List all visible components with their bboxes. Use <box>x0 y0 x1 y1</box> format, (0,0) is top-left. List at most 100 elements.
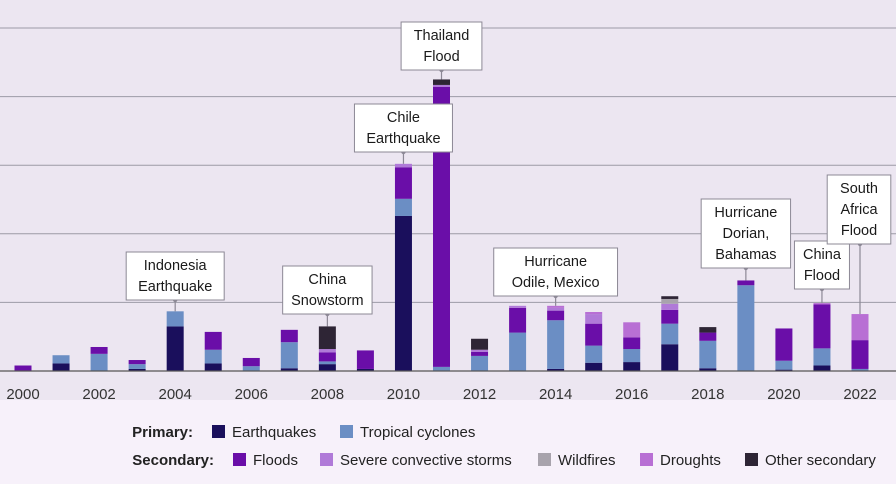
annotation-text: Flood <box>423 49 459 65</box>
annotation-text: Hurricane <box>714 205 777 221</box>
annotation-text: Thailand <box>414 28 470 44</box>
bar-segment-floods-2009 <box>356 350 374 369</box>
annotation-text: South <box>840 181 878 197</box>
bar-segment-floods-2018 <box>699 332 717 341</box>
bar-segment-severe_convective_storms-2008 <box>318 349 336 353</box>
bar-segment-severe_convective_storms-2011 <box>433 84 450 87</box>
bar-segment-earthquakes-2014 <box>547 368 565 371</box>
x-tick-label: 2014 <box>539 386 572 403</box>
legend-label-droughts: Droughts <box>660 452 721 469</box>
bar-segment-floods-2000 <box>14 365 32 371</box>
bar-segment-tropical_cyclones-2010 <box>394 198 412 216</box>
annotation-2004: Indonesia Earthquake <box>125 251 225 312</box>
bar-segment-tropical_cyclones-2004 <box>166 311 184 327</box>
bar-segment-earthquakes-2003 <box>128 368 146 371</box>
bar-segment-severe_convective_storms-2013 <box>509 305 527 308</box>
annotation-text: Flood <box>841 223 877 239</box>
bar-segment-wildfires-2017 <box>661 298 679 304</box>
annotation-box <box>793 240 850 290</box>
annotation-text: Earthquake <box>366 131 440 147</box>
bar-segment-earthquakes-2017 <box>661 344 679 371</box>
annotation-text: Indonesia <box>144 258 208 274</box>
bar-segment-droughts-2022 <box>851 314 869 341</box>
legend-label-tropical_cyclones: Tropical cyclones <box>360 424 475 441</box>
bar-segment-tropical_cyclones-2018 <box>699 340 717 369</box>
bar-segment-tropical_cyclones-2013 <box>509 332 527 371</box>
bar-segment-droughts-2021 <box>813 303 831 305</box>
legend-swatch-other_secondary <box>745 453 758 466</box>
bar-segment-severe_convective_storms-2015 <box>585 314 603 324</box>
annotation-box <box>282 265 373 315</box>
annotation-2022: South Africa Flood <box>826 174 892 315</box>
legend: Primary: Earthquakes Tropical cyclones Seco… <box>132 424 876 469</box>
bar-segment-other_secondary-2018 <box>699 327 717 333</box>
annotations: Indonesia Earthquake China Snowstorm Chile Ea… <box>125 21 892 327</box>
bar-segment-floods-2021 <box>813 304 831 349</box>
bar-segment-earthquakes-2008 <box>318 364 336 371</box>
bar-segment-earthquakes-2004 <box>166 326 184 371</box>
bar-segment-floods-2014 <box>547 310 565 321</box>
annotation-2010: Chile Earthquake <box>353 103 453 164</box>
bar-segment-tropical_cyclones-2021 <box>813 348 831 366</box>
bar-segment-other_secondary-2008 <box>318 326 336 350</box>
bar-segment-tropical_cyclones-2006 <box>242 366 260 371</box>
bar-segment-earthquakes-2015 <box>585 362 603 371</box>
legend-label-earthquakes: Earthquakes <box>232 424 316 441</box>
x-tick-label: 2006 <box>235 386 268 403</box>
annotation-text: China <box>803 247 842 263</box>
bar-segment-tropical_cyclones-2015 <box>585 345 603 363</box>
annotation-2014: Hurricane Odile, Mexico <box>493 247 619 306</box>
bar-segment-tropical_cyclones-2022 <box>851 368 869 371</box>
x-tick-label: 2008 <box>311 386 344 403</box>
x-tick-label: 2018 <box>691 386 724 403</box>
bar-segment-droughts-2014 <box>547 305 565 308</box>
bar-segment-tropical_cyclones-2005 <box>204 349 222 364</box>
bar-segment-tropical_cyclones-2019 <box>737 285 755 371</box>
legend-background <box>0 400 896 484</box>
x-tick-label: 2004 <box>158 386 191 403</box>
annotation-text: China <box>308 272 347 288</box>
annotation-text: Earthquake <box>138 279 212 295</box>
bar-segment-floods-2019 <box>737 280 755 286</box>
annotation-2008: China Snowstorm <box>282 265 373 327</box>
legend-label-wildfires: Wildfires <box>558 452 616 469</box>
annotation-text: Chile <box>387 110 420 126</box>
bar-segment-severe_convective_storms-2017 <box>661 303 679 310</box>
legend-swatch-tropical_cyclones <box>340 425 353 438</box>
legend-swatch-wildfires <box>538 453 551 466</box>
bar-segment-floods-2011 <box>433 86 450 367</box>
x-axis-ticks: 2000 2002 2004 2006 2008 2010 2012 2014 2016 2018… <box>6 386 876 403</box>
annotation-text: Africa <box>840 202 878 218</box>
bar-segment-severe_convective_storms-2014 <box>547 307 565 311</box>
legend-swatch-earthquakes <box>212 425 225 438</box>
annotation-box <box>493 247 619 297</box>
bar-segment-tropical_cyclones-2014 <box>547 320 565 369</box>
bar-segment-earthquakes-2010 <box>394 215 412 371</box>
x-tick-label: 2000 <box>6 386 39 403</box>
annotation-text: Snowstorm <box>291 293 364 309</box>
annotation-box <box>400 21 483 71</box>
bar-segment-earthquakes-2001 <box>52 363 70 371</box>
bar-segment-earthquakes-2009 <box>356 368 374 371</box>
annotation-2019: Hurricane Dorian, Bahamas <box>700 198 792 281</box>
bar-segment-tropical_cyclones-2003 <box>128 364 146 369</box>
bar-segment-earthquakes-2018 <box>699 368 717 371</box>
bar-segment-floods-2015 <box>585 323 603 346</box>
x-tick-label: 2020 <box>767 386 800 403</box>
bar-segment-droughts-2015 <box>585 312 603 315</box>
bar-segment-floods-2003 <box>128 360 146 365</box>
bar-segment-floods-2007 <box>280 329 298 343</box>
bar-segment-earthquakes-2007 <box>280 368 298 371</box>
bar-segment-other_secondary-2012 <box>471 338 489 350</box>
bar-segment-floods-2017 <box>661 309 679 324</box>
bars <box>14 79 869 371</box>
legend-label-other_secondary: Other secondary <box>765 452 876 469</box>
legend-group-label: Secondary: <box>132 452 214 469</box>
bar-segment-tropical_cyclones-2020 <box>775 360 793 370</box>
annotation-text: Bahamas <box>715 247 776 263</box>
annotation-2011: Thailand Flood <box>400 21 483 80</box>
legend-swatch-severe_convective_storms <box>320 453 333 466</box>
annotation-box <box>353 103 453 153</box>
